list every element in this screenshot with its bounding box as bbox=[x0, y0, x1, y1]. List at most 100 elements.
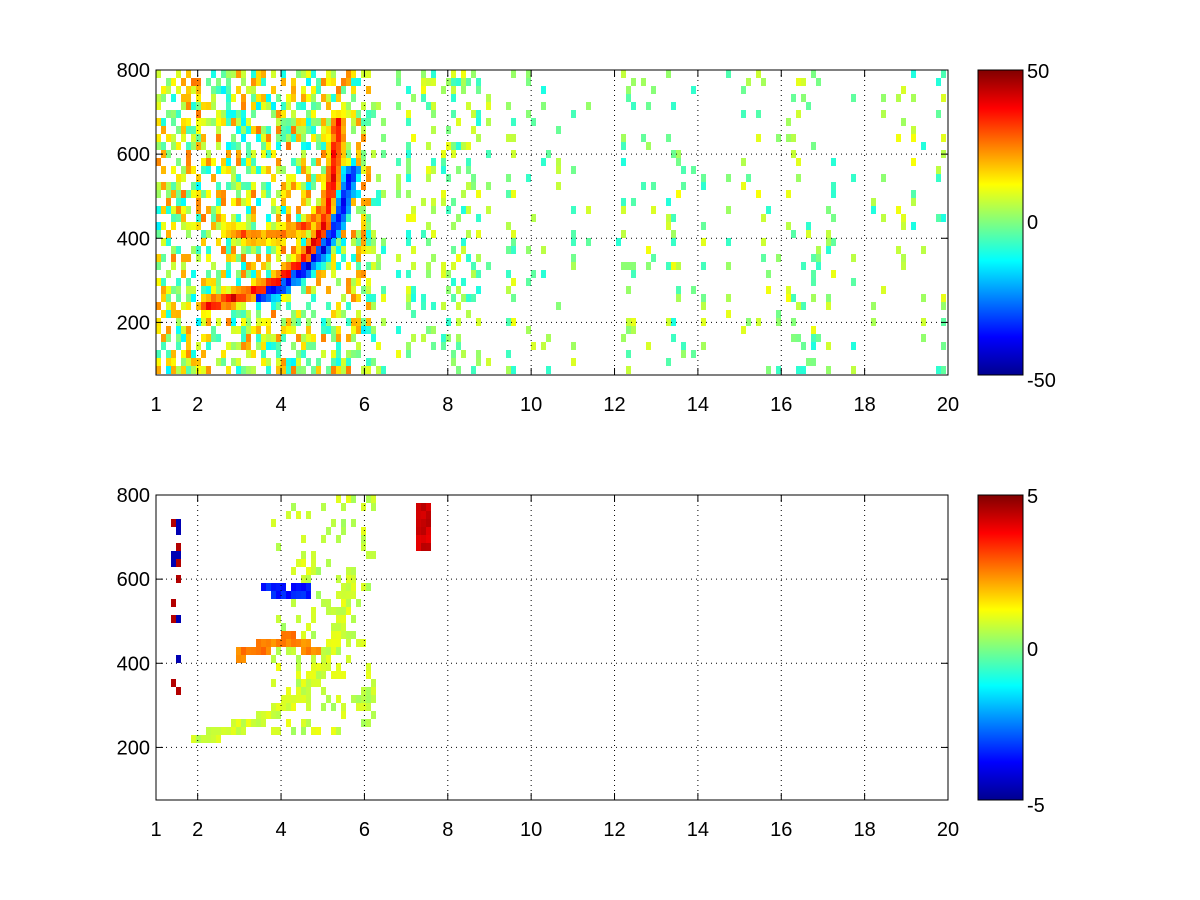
heatmap-cell bbox=[171, 615, 176, 623]
x-tick-label: 20 bbox=[937, 819, 959, 841]
heatmap-cell bbox=[306, 334, 311, 342]
heatmap-cell bbox=[246, 142, 251, 150]
heatmap-cell bbox=[296, 655, 301, 663]
heatmap-cell bbox=[266, 142, 271, 150]
heatmap-cell bbox=[156, 302, 161, 310]
heatmap-cell bbox=[826, 206, 831, 214]
heatmap-cell bbox=[286, 366, 291, 374]
heatmap-cell bbox=[811, 334, 816, 342]
heatmap-cell bbox=[466, 182, 471, 190]
top-colorbar-label-max: 50 bbox=[1027, 61, 1049, 83]
heatmap-cell bbox=[366, 214, 371, 222]
heatmap-cell bbox=[206, 727, 211, 735]
heatmap-cell bbox=[256, 294, 261, 302]
heatmap-cell bbox=[361, 535, 366, 543]
heatmap-cell bbox=[231, 310, 236, 318]
heatmap-cell bbox=[911, 222, 916, 230]
heatmap-cell bbox=[311, 559, 316, 567]
heatmap-cell bbox=[431, 206, 436, 214]
heatmap-cell bbox=[316, 134, 321, 142]
heatmap-cell bbox=[236, 142, 241, 150]
heatmap-cell bbox=[741, 326, 746, 334]
heatmap-cell bbox=[261, 639, 266, 647]
heatmap-cell bbox=[356, 158, 361, 166]
heatmap-cell bbox=[356, 599, 361, 607]
heatmap-cell bbox=[366, 358, 371, 366]
heatmap-cell bbox=[351, 230, 356, 238]
heatmap-cell bbox=[236, 294, 241, 302]
heatmap-cell bbox=[286, 278, 291, 286]
heatmap-cell bbox=[251, 278, 256, 286]
heatmap-cell bbox=[326, 599, 331, 607]
heatmap-cell bbox=[366, 687, 371, 695]
heatmap-cell bbox=[376, 174, 381, 182]
heatmap-cell bbox=[246, 270, 251, 278]
heatmap-cell bbox=[281, 126, 286, 134]
heatmap-cell bbox=[486, 182, 491, 190]
heatmap-cell bbox=[316, 214, 321, 222]
heatmap-cell bbox=[306, 118, 311, 126]
heatmap-cell bbox=[486, 94, 491, 102]
heatmap-cell bbox=[276, 703, 281, 711]
heatmap-cell bbox=[196, 222, 201, 230]
heatmap-cell bbox=[271, 270, 276, 278]
heatmap-cell bbox=[261, 719, 266, 727]
heatmap-cell bbox=[321, 350, 326, 358]
heatmap-cell bbox=[406, 110, 411, 118]
heatmap-cell bbox=[366, 238, 371, 246]
heatmap-cell bbox=[236, 86, 241, 94]
heatmap-cell bbox=[261, 78, 266, 86]
heatmap-cell bbox=[166, 286, 171, 294]
heatmap-cell bbox=[416, 519, 421, 527]
heatmap-cell bbox=[211, 302, 216, 310]
heatmap-cell bbox=[216, 278, 221, 286]
heatmap-cell bbox=[206, 310, 211, 318]
heatmap-cell bbox=[276, 286, 281, 294]
heatmap-cell bbox=[256, 166, 261, 174]
heatmap-cell bbox=[326, 607, 331, 615]
heatmap-cell bbox=[341, 591, 346, 599]
heatmap-cell bbox=[216, 78, 221, 86]
heatmap-cell bbox=[431, 166, 436, 174]
heatmap-cell bbox=[361, 150, 366, 158]
heatmap-cell bbox=[506, 102, 511, 110]
heatmap-cell bbox=[356, 262, 361, 270]
heatmap-cell bbox=[231, 70, 236, 78]
heatmap-cell bbox=[261, 647, 266, 655]
heatmap-cell bbox=[741, 110, 746, 118]
heatmap-cell bbox=[166, 358, 171, 366]
heatmap-cell bbox=[221, 727, 226, 735]
heatmap-cell bbox=[291, 254, 296, 262]
heatmap-cell bbox=[851, 366, 856, 374]
heatmap-cell bbox=[236, 238, 241, 246]
heatmap-cell bbox=[266, 294, 271, 302]
heatmap-cell bbox=[206, 342, 211, 350]
heatmap-cell bbox=[241, 102, 246, 110]
heatmap-cell bbox=[216, 358, 221, 366]
heatmap-cell bbox=[171, 551, 176, 559]
heatmap-cell bbox=[346, 334, 351, 342]
heatmap-cell bbox=[276, 158, 281, 166]
heatmap-cell bbox=[181, 102, 186, 110]
heatmap-cell bbox=[256, 78, 261, 86]
heatmap-cell bbox=[256, 198, 261, 206]
heatmap-cell bbox=[231, 142, 236, 150]
heatmap-cell bbox=[326, 366, 331, 374]
heatmap-cell bbox=[291, 110, 296, 118]
heatmap-cell bbox=[216, 118, 221, 126]
y-tick-label: 200 bbox=[117, 312, 150, 334]
heatmap-cell bbox=[166, 86, 171, 94]
heatmap-cell bbox=[161, 142, 166, 150]
heatmap-cell bbox=[291, 270, 296, 278]
heatmap-cell bbox=[466, 254, 471, 262]
heatmap-cell bbox=[326, 286, 331, 294]
heatmap-cell bbox=[651, 206, 656, 214]
heatmap-cell bbox=[806, 222, 811, 230]
heatmap-cell bbox=[331, 703, 336, 711]
heatmap-cell bbox=[431, 110, 436, 118]
heatmap-cell bbox=[466, 78, 471, 86]
heatmap-cell bbox=[341, 246, 346, 254]
heatmap-cell bbox=[311, 126, 316, 134]
heatmap-cell bbox=[366, 222, 371, 230]
